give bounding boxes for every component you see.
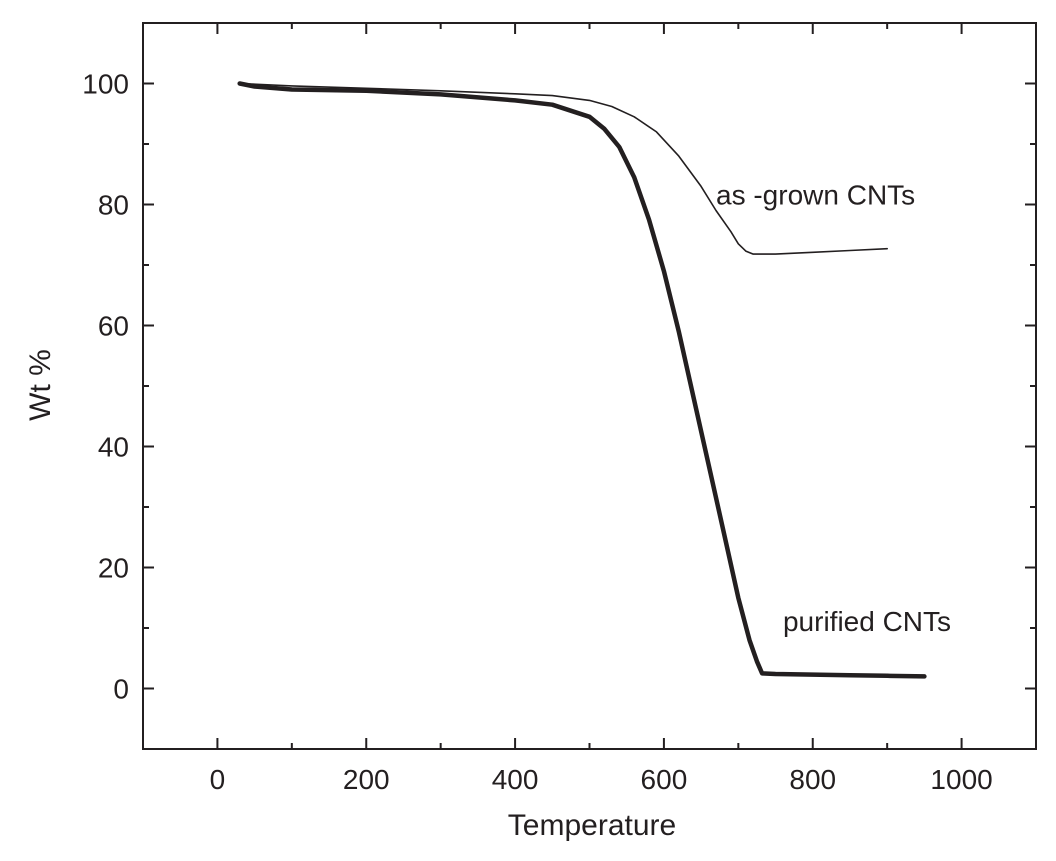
x-axis-ticks: 0 200 400 600 800 1000 bbox=[210, 23, 993, 795]
series-annotation: as -grown CNTs bbox=[716, 180, 915, 211]
y-tick-label: 60 bbox=[98, 311, 129, 342]
x-tick-label: 200 bbox=[343, 764, 390, 795]
plot-frame bbox=[142, 22, 1037, 750]
y-tick-label: 40 bbox=[98, 432, 129, 463]
annotation-layer: as -grown CNTs purified CNTs bbox=[716, 180, 951, 638]
x-tick-label: 800 bbox=[789, 764, 836, 795]
series-layer bbox=[237, 81, 927, 679]
x-tick-label: 600 bbox=[641, 764, 688, 795]
y-tick-label: 100 bbox=[82, 69, 129, 100]
y-axis-title: Wt % bbox=[24, 349, 57, 421]
y-tick-label: 0 bbox=[113, 674, 129, 705]
y-tick-label: 80 bbox=[98, 190, 129, 221]
y-axis-ticks: 0 20 40 60 80 100 bbox=[82, 69, 1036, 705]
x-tick-label: 400 bbox=[492, 764, 539, 795]
x-tick-label: 0 bbox=[210, 764, 226, 795]
series-line-purified-cnts bbox=[237, 81, 927, 679]
y-tick-label: 20 bbox=[98, 553, 129, 584]
x-tick-label: 1000 bbox=[930, 764, 992, 795]
series-annotation: purified CNTs bbox=[783, 606, 951, 637]
x-axis-title: Temperature bbox=[508, 809, 676, 842]
series-line-as-grown-cnts bbox=[238, 82, 889, 255]
